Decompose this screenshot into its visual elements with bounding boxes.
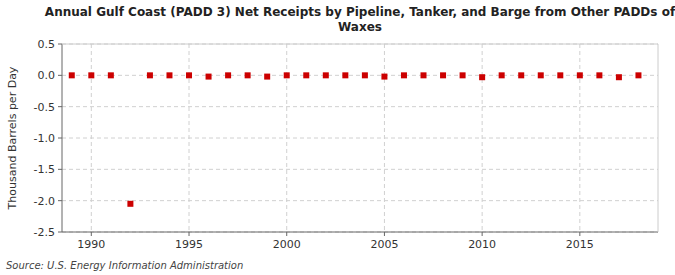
tick-y [58,106,62,107]
tick-label-y: 0.5 [38,38,56,51]
point [460,72,466,78]
point [577,72,583,78]
tick-y [58,138,62,139]
y-axis-label: Thousand Barrels per Day [6,66,19,210]
point [342,72,348,78]
title-line: Annual Gulf Coast (PADD 3) Net Receipts … [45,5,675,19]
tick-y [58,44,62,45]
point [69,72,75,78]
point [440,72,446,78]
title-line: Waxes [338,20,382,34]
chart: Annual Gulf Coast (PADD 3) Net Receipts … [0,0,675,275]
point [616,74,622,80]
point [401,72,407,78]
axes: 1990 1995 2000 2005 2010 2015 0.5 0.0 -0.5 -1.0 -1… [34,38,658,251]
tick-label-x: 2015 [566,238,594,251]
grid [62,44,658,232]
tick-x [579,232,580,236]
tick-y [58,232,62,233]
tick-label-y: -1.0 [34,132,55,145]
point [88,72,94,78]
point [206,74,212,80]
tick-y [58,200,62,201]
point [303,72,309,78]
tick-x [384,232,385,236]
point [323,72,329,78]
x-axis-line [62,232,658,233]
tick-label-x: 1990 [77,238,105,251]
point [557,72,563,78]
point [127,201,133,207]
grid-line-y [62,106,658,107]
tick-label-x: 2005 [370,238,398,251]
point [479,74,485,80]
grid-line-y [62,138,658,139]
tick-x [189,232,190,236]
frame-right [658,44,659,232]
point [518,72,524,78]
tick-label-y: -2.0 [34,195,55,208]
point [635,72,641,78]
point [245,72,251,78]
tick-label-x: 2010 [468,238,496,251]
point [166,72,172,78]
tick-x [91,232,92,236]
y-axis-line [62,44,63,232]
tick-y [58,169,62,170]
point [499,72,505,78]
point [596,72,602,78]
grid-line-y [62,44,658,45]
tick-label-y: -2.5 [34,226,55,239]
point [147,72,153,78]
tick-label-y: -0.5 [34,101,55,114]
point [362,72,368,78]
title: Annual Gulf Coast (PADD 3) Net Receipts … [45,5,675,34]
grid-line-y [62,232,658,233]
point [284,72,290,78]
point [381,74,387,80]
frame-top [62,44,658,45]
point [186,72,192,78]
tick-label-x: 1995 [175,238,203,251]
point [108,72,114,78]
point [264,74,270,80]
grid-line-y [62,200,658,201]
grid-line-y [62,169,658,170]
point [225,72,231,78]
tick-y [58,75,62,76]
point [421,72,427,78]
tick-label-x: 2000 [273,238,301,251]
tick-label-y: -1.5 [34,163,55,176]
points [69,72,642,206]
point [538,72,544,78]
tick-x [482,232,483,236]
tick-x [286,232,287,236]
tick-label-y: 0.0 [38,69,56,82]
annotation: Source: U.S. Energy Information Administ… [6,260,243,271]
